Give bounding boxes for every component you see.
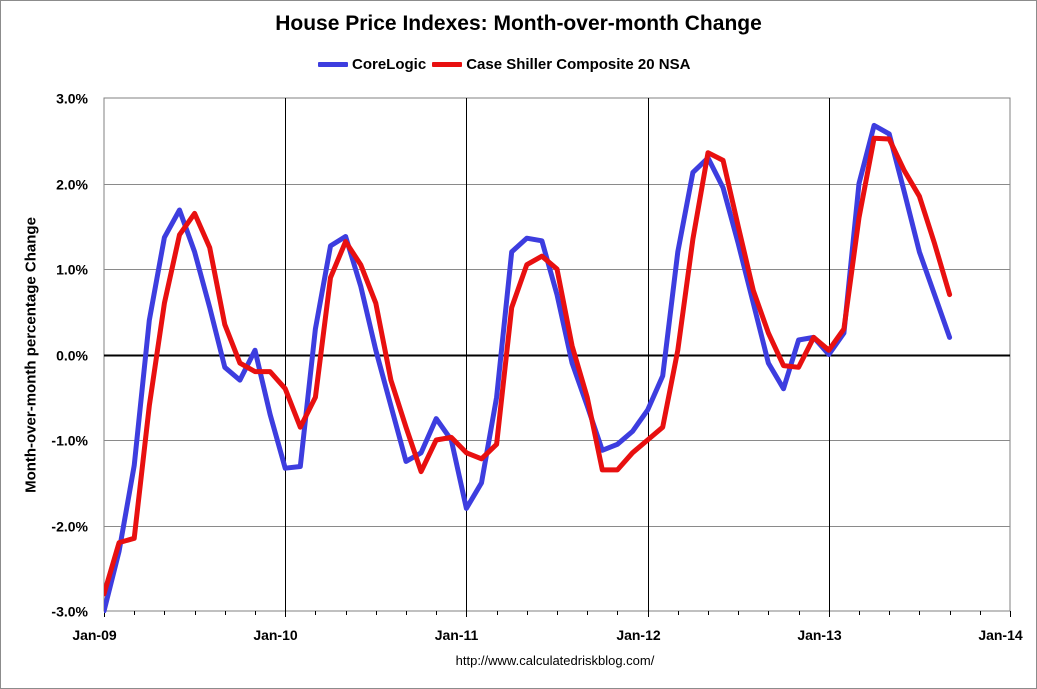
legend-item-corelogic: CoreLogic xyxy=(318,56,426,73)
legend: CoreLogic Case Shiller Composite 20 NSA xyxy=(318,52,696,76)
legend-label-case-shiller: Case Shiller Composite 20 NSA xyxy=(466,55,691,73)
series-line-case-shiller xyxy=(104,135,953,597)
series-line-corelogic xyxy=(104,122,953,613)
y-tick-label: -2.0% xyxy=(51,519,88,535)
x-tick-label: Jan-12 xyxy=(616,627,661,643)
y-tick-label: 0.0% xyxy=(56,348,88,364)
legend-label-corelogic: CoreLogic xyxy=(352,55,427,73)
x-tick-label: Jan-09 xyxy=(72,627,117,643)
source-url: http://www.calculatedriskblog.com/ xyxy=(455,653,655,668)
y-tick-label: -1.0% xyxy=(51,433,88,449)
legend-item-case-shiller: Case Shiller Composite 20 NSA xyxy=(432,56,690,73)
x-tick-label: Jan-11 xyxy=(435,627,479,643)
chart-title: House Price Indexes: Month-over-month Ch… xyxy=(275,12,762,35)
legend-swatch-case-shiller xyxy=(432,61,463,67)
x-tick-label: Jan-14 xyxy=(978,627,1023,643)
x-tick-label: Jan-13 xyxy=(797,627,842,643)
x-tick-label: Jan-10 xyxy=(253,627,298,643)
y-tick-label: 2.0% xyxy=(56,177,88,193)
y-tick-label: 3.0% xyxy=(56,91,88,107)
y-tick-label: 1.0% xyxy=(56,262,88,278)
legend-swatch-corelogic xyxy=(318,61,348,67)
y-tick-label: -3.0% xyxy=(51,604,88,620)
